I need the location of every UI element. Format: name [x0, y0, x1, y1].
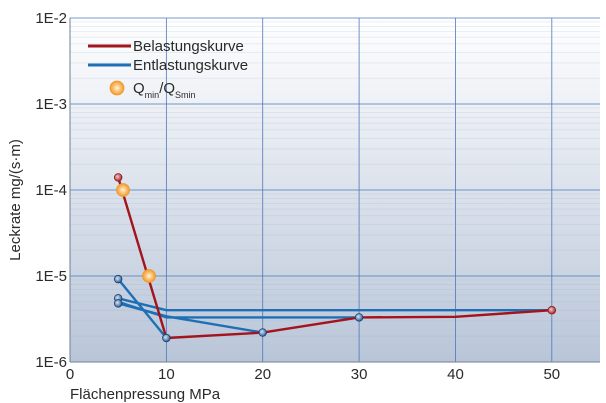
y-tick-label: 1E-4	[35, 182, 67, 199]
unloading-point	[113, 299, 123, 308]
y-tick-label: 1E-2	[35, 10, 67, 27]
marker-layer	[113, 173, 557, 343]
qmin-point	[116, 183, 130, 197]
loading-curve-line	[117, 177, 552, 340]
unloading-point	[354, 313, 364, 322]
x-axis-label: Flächenpressung MPa	[70, 386, 221, 403]
legend-loading-label: Belastungskurve	[133, 38, 244, 55]
x-tick-label: 0	[66, 366, 74, 383]
unloading-curve-line	[117, 297, 552, 312]
unloading-point	[162, 333, 171, 343]
loading-point	[113, 173, 123, 182]
y-tick-label: 1E-5	[35, 268, 67, 285]
y-axis-label: Leckrate mg/(s·m)	[7, 139, 24, 261]
grid-lines	[69, 17, 600, 363]
legend-qmin-sub-min: min	[145, 90, 160, 100]
x-tick-label: 30	[351, 366, 368, 383]
qmin-point	[142, 269, 156, 283]
x-tick-label: 50	[543, 366, 560, 383]
y-tick-label: 1E-3	[35, 96, 67, 113]
series-layer	[117, 177, 552, 340]
legend-qmin-label: Qmin/QSmin	[133, 80, 196, 100]
legend: Belastungskurve Entlastungskurve Qmin/QS…	[88, 38, 248, 100]
loading-point	[547, 306, 557, 315]
legend-unloading-label: Entlastungskurve	[133, 57, 248, 74]
y-tick-label: 1E-6	[35, 354, 67, 371]
unloading-point	[258, 328, 267, 337]
unloading-curve-line	[117, 302, 263, 334]
legend-qmin-sub-smin: Smin	[175, 90, 196, 100]
x-tick-label: 40	[447, 366, 464, 383]
unloading-point	[113, 274, 123, 284]
legend-qmin-swatch	[109, 80, 125, 96]
tick-labels: 0 10 20 30 40 50 1E-6 1E-5 1E-4 1E-3 1E-2	[35, 10, 560, 383]
legend-qmin-q: Q	[133, 80, 145, 97]
x-tick-label: 20	[254, 366, 271, 383]
x-tick-label: 10	[158, 366, 175, 383]
legend-qmin-sep: /Q	[159, 80, 175, 97]
